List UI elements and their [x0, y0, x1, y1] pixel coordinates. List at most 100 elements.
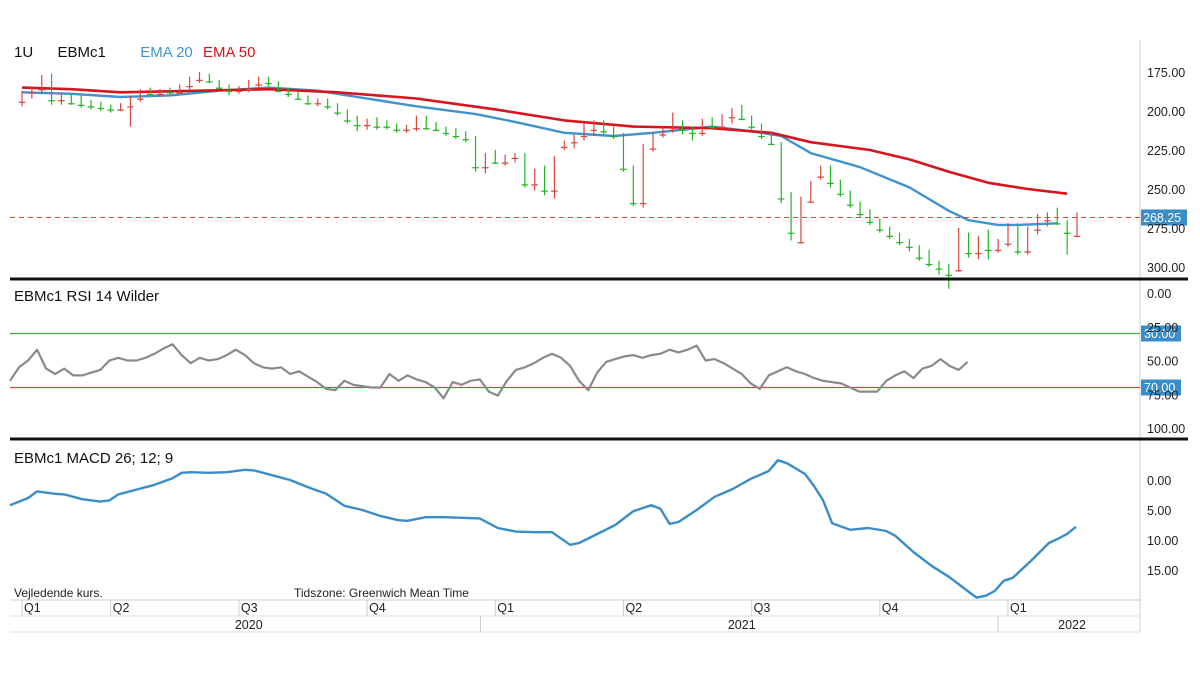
- candle-body: [649, 148, 657, 150]
- candle-body: [531, 184, 539, 186]
- macd-panel-header[interactable]: EBMc1 MACD 26; 12; 9: [14, 450, 173, 467]
- candle: [748, 115, 755, 130]
- candle: [738, 104, 746, 121]
- candle-body: [600, 131, 608, 133]
- candle: [304, 95, 312, 105]
- candle: [137, 89, 144, 102]
- candle: [1063, 220, 1071, 255]
- candle-body: [324, 106, 331, 108]
- candle: [1073, 212, 1081, 238]
- candle: [452, 128, 460, 140]
- candle-body: [817, 176, 824, 178]
- candle-body: [669, 129, 677, 131]
- candle: [639, 143, 647, 208]
- candle-body: [166, 92, 174, 94]
- candle-body: [225, 90, 233, 92]
- candle: [965, 232, 972, 258]
- candle-body: [206, 81, 213, 83]
- candle-body: [610, 135, 617, 138]
- candle: [38, 75, 46, 94]
- candle-body: [965, 252, 972, 255]
- candle-body: [107, 109, 115, 111]
- candle: [314, 98, 322, 107]
- interval-label[interactable]: 1U: [14, 44, 34, 61]
- macd-tick-label: 15.00: [1147, 564, 1178, 578]
- candle-body: [422, 128, 430, 130]
- candle-body: [846, 204, 854, 206]
- ema20-legend[interactable]: EMA 20: [140, 44, 193, 61]
- candle-body: [344, 120, 351, 122]
- rsi-band-badge: [1141, 325, 1181, 342]
- candle-body: [570, 142, 578, 144]
- candle-body: [797, 242, 805, 244]
- candle-body: [521, 184, 529, 186]
- candle: [245, 79, 253, 93]
- candle: [294, 90, 302, 101]
- candle: [906, 238, 913, 252]
- candle-body: [639, 203, 647, 205]
- rsi-band-label: 30.00: [1144, 327, 1175, 341]
- rsi-band-layer: [10, 332, 1140, 389]
- candle-body: [472, 167, 479, 169]
- candle-body: [117, 109, 124, 111]
- candle: [580, 123, 588, 141]
- candle-body: [334, 112, 341, 114]
- candle: [787, 192, 795, 241]
- candle: [669, 112, 677, 133]
- candle-body: [866, 221, 874, 223]
- candle-body: [1014, 251, 1022, 253]
- candle-body: [896, 242, 903, 244]
- candle-body: [304, 103, 312, 105]
- candle: [403, 125, 410, 133]
- candle-body: [235, 90, 243, 92]
- rsi-tick-label: 25.00: [1147, 321, 1178, 335]
- candle-body: [87, 106, 95, 108]
- candle: [18, 90, 26, 107]
- quarter-label: Q1: [1010, 601, 1027, 615]
- candle-body: [590, 129, 598, 131]
- candle: [511, 153, 519, 163]
- candle-body: [620, 168, 627, 170]
- candle: [353, 115, 361, 132]
- candle: [491, 150, 499, 165]
- macd-tick-label: 10.00: [1147, 534, 1178, 548]
- candle-body: [156, 93, 164, 96]
- ema50-line: [21, 86, 1068, 195]
- candle-body: [915, 257, 923, 259]
- candle: [324, 98, 331, 110]
- candle: [659, 126, 667, 138]
- year-label: 2020: [235, 618, 263, 632]
- candle: [1044, 212, 1051, 227]
- quarter-label: Q4: [369, 601, 386, 615]
- candle-body: [758, 135, 765, 138]
- candle: [383, 120, 391, 130]
- quarter-label: Q3: [754, 601, 771, 615]
- rsi-tick-label: 50.00: [1147, 355, 1178, 369]
- candle: [1053, 207, 1061, 225]
- symbol-label[interactable]: EBMc1: [57, 44, 106, 61]
- last-price-label: 268.25: [1143, 211, 1181, 225]
- candle-body: [768, 143, 775, 145]
- candle: [600, 120, 608, 135]
- candle: [215, 79, 223, 90]
- candle: [67, 93, 75, 105]
- candle-body: [925, 263, 933, 266]
- candle: [1004, 223, 1012, 247]
- candle-body: [955, 270, 962, 272]
- macd-line: [9, 459, 1077, 599]
- candle: [97, 101, 105, 111]
- candle-body: [363, 125, 371, 127]
- candle: [176, 84, 184, 94]
- candle-body: [906, 246, 913, 248]
- candle-body: [353, 125, 361, 127]
- candle-body: [886, 235, 893, 237]
- candle-body: [176, 92, 184, 94]
- candle-body: [28, 92, 36, 94]
- candle: [994, 238, 1002, 253]
- candle-body: [403, 129, 410, 131]
- ema50-legend[interactable]: EMA 50: [202, 44, 256, 61]
- rsi-panel-header[interactable]: EBMc1 RSI 14 Wilder: [14, 288, 159, 305]
- candle: [560, 140, 568, 150]
- candle-body: [1073, 235, 1081, 237]
